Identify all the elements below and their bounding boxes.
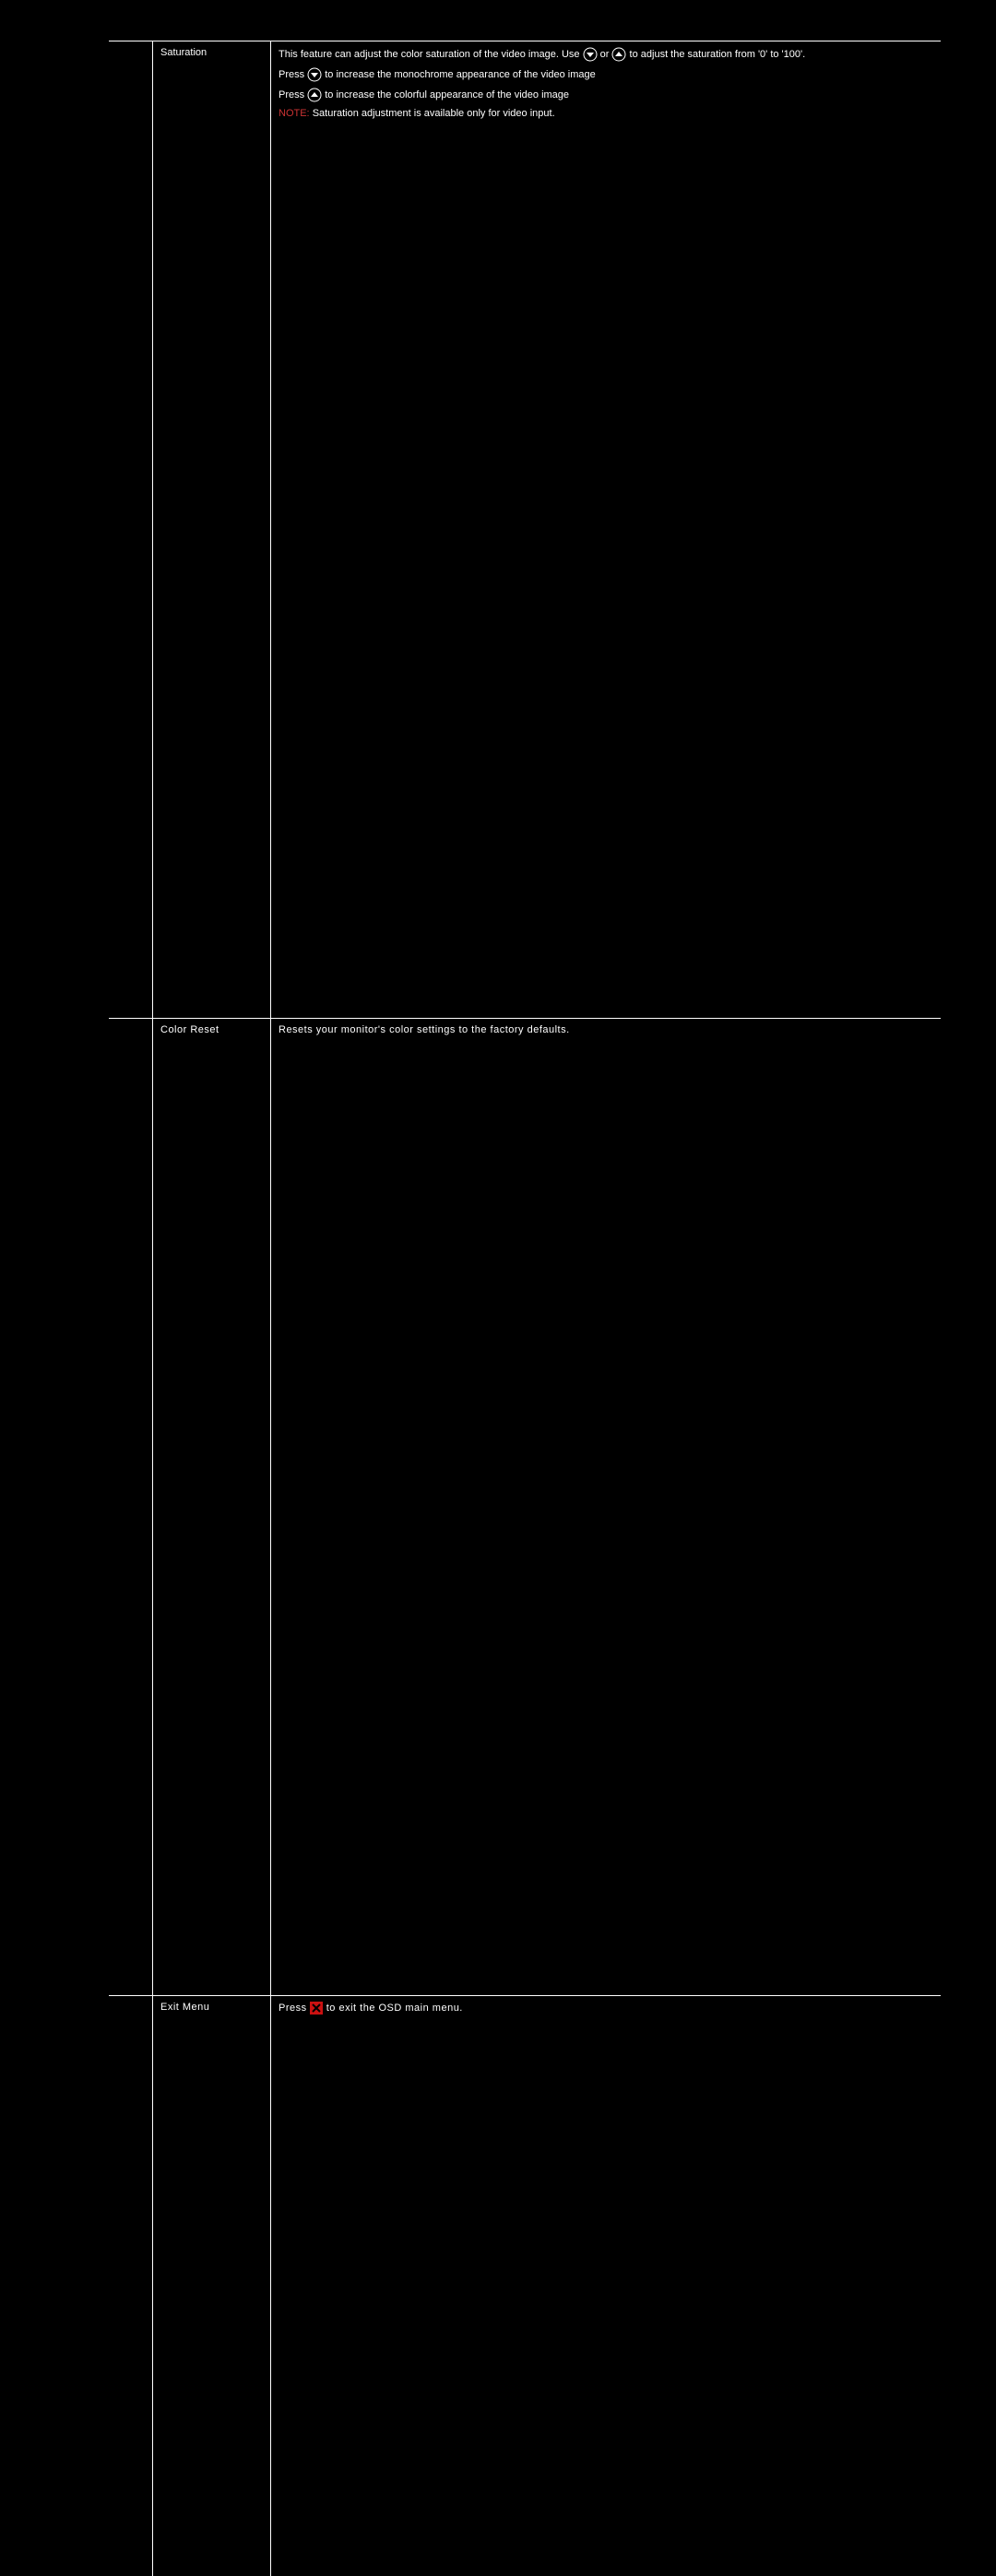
text: Press: [279, 69, 307, 80]
text: Press: [279, 89, 307, 100]
saturation-line2: Press to increase the monochrome appeara…: [279, 67, 933, 82]
note-text: Saturation adjustment is available only …: [313, 108, 555, 119]
text: to increase the monochrome appearance of…: [325, 69, 596, 80]
icon-col-empty: [109, 1018, 153, 1995]
text: to increase the colorful appearance of t…: [325, 89, 569, 100]
up-arrow-icon: [611, 47, 626, 62]
exit-menu-label: Exit Menu: [153, 1995, 271, 2576]
icon-col-empty: [109, 1995, 153, 2576]
saturation-line1: This feature can adjust the color satura…: [279, 47, 933, 62]
text: to adjust the saturation from '0' to '10…: [630, 49, 806, 60]
text: to exit the OSD main menu.: [326, 2003, 463, 2014]
text: This feature can adjust the color satura…: [279, 49, 583, 60]
note-prefix: NOTE:: [279, 108, 310, 119]
text: Press: [279, 2003, 310, 2014]
color-reset-label: Color Reset: [153, 1018, 271, 1995]
exit-menu-content: Press to exit the OSD main menu.: [271, 1995, 941, 2576]
text: or: [600, 49, 612, 60]
saturation-label: Saturation: [153, 41, 271, 1018]
saturation-content: This feature can adjust the color satura…: [271, 41, 941, 1018]
saturation-line3: Press to increase the colorful appearanc…: [279, 88, 933, 102]
down-arrow-icon: [307, 67, 322, 82]
close-icon: [310, 2002, 323, 2015]
color-reset-content: Resets your monitor's color settings to …: [271, 1018, 941, 1995]
saturation-note: NOTE: Saturation adjustment is available…: [279, 108, 933, 119]
up-arrow-icon: [307, 88, 322, 102]
down-arrow-icon: [583, 47, 598, 62]
document-page: Saturation This feature can adjust the c…: [0, 0, 996, 2576]
icon-col-empty: [109, 41, 153, 1018]
